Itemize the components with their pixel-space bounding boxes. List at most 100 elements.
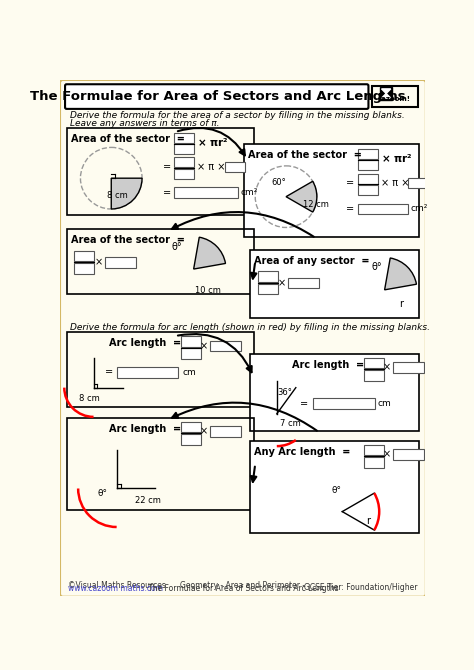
Text: × $\mathbf{\pi}$r²: × $\mathbf{\pi}$r² — [381, 152, 412, 164]
Bar — [105, 257, 136, 267]
Bar — [358, 185, 378, 195]
Bar — [358, 161, 378, 170]
Text: =: = — [346, 178, 354, 188]
Text: The Formulae for Area of Sectors and Arc Lengths: The Formulae for Area of Sectors and Arc… — [147, 584, 338, 593]
Text: 12 cm: 12 cm — [303, 200, 329, 209]
Bar — [174, 144, 194, 154]
Text: 8 cm: 8 cm — [107, 191, 128, 200]
Bar — [364, 358, 384, 369]
Text: × π ×: × π × — [381, 178, 409, 188]
Bar — [210, 426, 241, 437]
Bar — [393, 449, 424, 460]
Bar — [364, 445, 384, 456]
Text: =: = — [105, 367, 113, 377]
Bar — [372, 86, 418, 107]
Text: Arc length  =: Arc length = — [292, 360, 365, 370]
Text: 22 cm: 22 cm — [135, 496, 160, 505]
Text: θ°: θ° — [331, 486, 341, 494]
Bar — [358, 174, 378, 184]
Text: Area of the sector  =: Area of the sector = — [71, 134, 185, 144]
Text: 36°: 36° — [277, 388, 292, 397]
Bar — [409, 178, 428, 188]
Bar — [181, 336, 201, 347]
Text: ©Visual Maths Resources: ©Visual Maths Resources — [68, 581, 166, 590]
FancyBboxPatch shape — [60, 80, 426, 597]
Text: r: r — [366, 516, 371, 526]
Wedge shape — [194, 237, 226, 269]
Text: ×: × — [200, 427, 208, 437]
Text: Arc length  =: Arc length = — [109, 338, 181, 348]
Text: cm: cm — [378, 399, 392, 408]
Text: θ°: θ° — [172, 243, 182, 253]
Polygon shape — [382, 89, 391, 98]
Wedge shape — [286, 182, 317, 212]
Text: ×: × — [383, 450, 391, 460]
Text: Area of the sector  =: Area of the sector = — [71, 235, 185, 245]
Bar — [117, 367, 178, 378]
Text: Area of the sector  =: Area of the sector = — [248, 151, 362, 161]
Text: www.cazoom maths.com: www.cazoom maths.com — [68, 584, 163, 593]
Text: × $\mathbf{\pi}$r²: × $\mathbf{\pi}$r² — [198, 136, 229, 148]
Bar — [288, 277, 319, 288]
Wedge shape — [384, 258, 417, 290]
Text: 60°: 60° — [271, 178, 286, 188]
Bar — [181, 421, 201, 432]
Text: ×: × — [200, 341, 208, 351]
Text: θ°: θ° — [372, 262, 382, 272]
Text: =: = — [346, 204, 354, 214]
Bar — [74, 263, 94, 273]
Text: cazoom!: cazoom! — [378, 96, 411, 102]
Bar — [244, 144, 419, 237]
Text: r: r — [400, 299, 403, 309]
Bar — [250, 354, 419, 431]
Text: ×: × — [383, 362, 391, 373]
Bar — [380, 87, 392, 100]
Bar — [181, 434, 201, 445]
Text: =: = — [163, 161, 171, 172]
Text: cm²: cm² — [241, 188, 258, 198]
Text: Leave any answers in terms of π.: Leave any answers in terms of π. — [70, 119, 219, 128]
Bar — [174, 133, 194, 143]
Text: =: = — [163, 188, 171, 198]
Bar — [257, 283, 278, 294]
Text: Area of any sector  =: Area of any sector = — [255, 256, 370, 266]
Bar — [393, 362, 424, 373]
Bar — [210, 340, 241, 352]
Text: Geometry - Area and Perimeter -: Geometry - Area and Perimeter - — [181, 581, 305, 590]
Text: × π ×: × π × — [198, 161, 226, 172]
Text: θ°: θ° — [98, 488, 108, 498]
Text: Any Arc length  =: Any Arc length = — [255, 447, 351, 457]
FancyBboxPatch shape — [65, 84, 368, 109]
Text: 7 cm: 7 cm — [280, 419, 301, 427]
Bar — [66, 332, 254, 407]
Text: ×: × — [95, 257, 103, 267]
Bar — [174, 169, 194, 179]
Bar — [66, 128, 254, 215]
Text: Derive the formula for the area of a sector by filling in the missing blanks.: Derive the formula for the area of a sec… — [70, 111, 404, 120]
Text: ×: × — [278, 278, 286, 288]
Bar — [66, 229, 254, 294]
Bar — [66, 417, 254, 510]
Bar — [174, 188, 237, 198]
Bar — [313, 399, 374, 409]
Bar — [364, 457, 384, 468]
Text: cm: cm — [182, 368, 196, 377]
Text: cm²: cm² — [411, 204, 428, 214]
Bar — [358, 149, 378, 159]
Bar — [181, 348, 201, 359]
Text: The Formulae for Area of Sectors and Arc Lengths: The Formulae for Area of Sectors and Arc… — [30, 90, 406, 103]
Bar — [250, 250, 419, 318]
Bar — [74, 251, 94, 261]
Bar — [358, 204, 408, 214]
Text: Arc length  =: Arc length = — [109, 424, 181, 433]
Bar — [174, 157, 194, 168]
Bar — [257, 271, 278, 282]
Bar — [364, 370, 384, 381]
Text: =: = — [300, 399, 308, 409]
Text: 8 cm: 8 cm — [79, 394, 100, 403]
Text: GCSE Tier: Foundation/Higher: GCSE Tier: Foundation/Higher — [304, 583, 418, 592]
Wedge shape — [111, 178, 142, 209]
Bar — [225, 162, 245, 172]
Bar — [250, 441, 419, 533]
Text: Derive the formula for arc length (shown in red) by filling in the missing blank: Derive the formula for arc length (shown… — [70, 323, 429, 332]
